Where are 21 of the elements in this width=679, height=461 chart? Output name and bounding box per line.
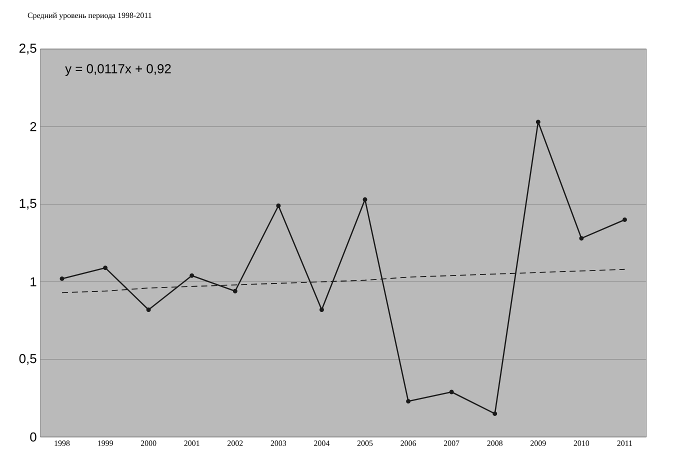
y-tick-label: 2 <box>30 122 36 132</box>
point <box>60 276 64 281</box>
annotation: y = 0,0117x + 0,92 <box>65 64 171 76</box>
point <box>276 204 281 208</box>
point <box>579 236 584 241</box>
y-tick-label: 1 <box>30 277 36 286</box>
point <box>492 411 498 416</box>
y-tick-label: 2,5 <box>19 44 36 54</box>
y-tick-label: 0,5 <box>19 354 36 365</box>
point <box>146 307 151 312</box>
point <box>449 390 454 394</box>
point <box>319 307 324 312</box>
point <box>232 288 238 294</box>
point <box>622 217 627 222</box>
point <box>362 197 368 202</box>
point <box>406 399 411 404</box>
point <box>190 273 194 278</box>
point <box>536 120 540 124</box>
point <box>103 266 108 270</box>
y-tick-label: 0 <box>30 432 36 442</box>
y-tick-label: 1,5 <box>20 198 36 210</box>
